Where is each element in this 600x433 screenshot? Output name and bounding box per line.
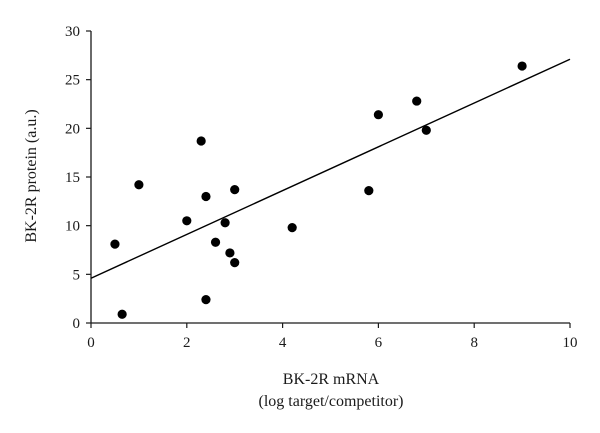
y-tick-label: 15 [65,170,80,186]
x-tick-label: 4 [279,335,287,351]
data-point [412,96,422,106]
axes [90,31,570,324]
data-point [230,258,240,268]
y-tick-label: 25 [65,73,80,89]
data-point [196,136,206,146]
x-tick-label: 6 [375,335,383,351]
axis-ticks: 0 2 4 6 8 10 0 5 10 15 20 25 30 [65,24,578,351]
data-point [364,186,374,196]
x-tick-label: 8 [470,335,478,351]
data-point [421,125,431,135]
data-point [201,295,211,305]
data-point [134,180,144,190]
x-tick-label: 2 [183,335,191,351]
data-point [230,185,240,195]
data-point [182,216,192,226]
data-point [220,218,230,228]
data-point [225,248,235,258]
data-point [110,239,120,249]
x-axis-title-line2: (log target/competitor) [259,393,404,410]
y-tick-label: 5 [73,267,81,283]
regression-line-group [90,58,571,279]
y-tick-label: 0 [73,316,81,332]
x-axis-title-line1: BK-2R mRNA [283,371,380,388]
data-point [210,237,221,247]
regression-line [90,58,571,279]
x-tick-label: 0 [87,335,95,351]
y-axis-title: BK-2R protein (a.u.) [23,109,40,242]
data-point [373,110,383,120]
data-points [110,61,527,319]
data-point [287,223,297,233]
x-tick-label: 10 [563,335,578,351]
y-tick-label: 10 [65,219,80,235]
data-point [517,61,527,71]
data-point [201,191,211,202]
y-tick-label: 30 [65,24,80,40]
data-point [117,309,127,319]
y-tick-label: 20 [65,121,80,137]
